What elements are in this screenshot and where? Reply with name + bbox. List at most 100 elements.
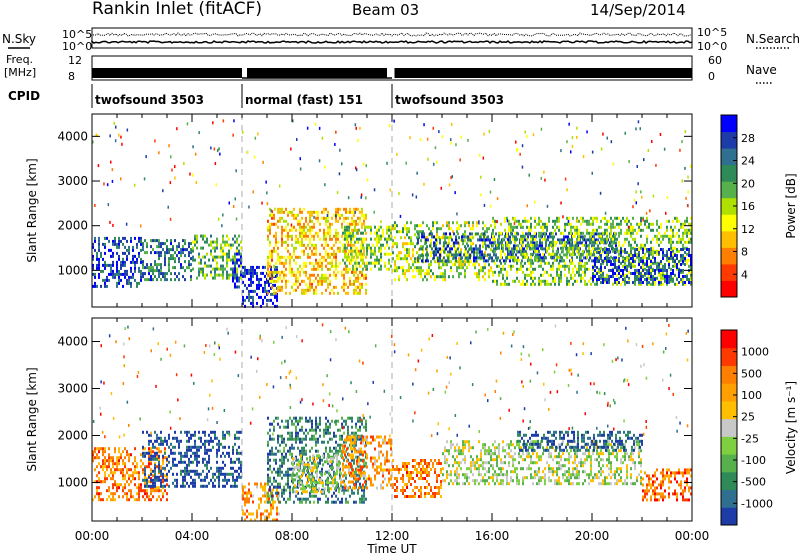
freq-band-1	[247, 68, 387, 78]
ytick-label-4000: 4000	[57, 129, 88, 143]
data-block-2	[192, 234, 242, 280]
colorbar-tick-0: 1000	[741, 346, 769, 359]
xtick-label-4: 16:00	[475, 529, 510, 543]
colorbar-tick-7: -1000	[741, 497, 773, 510]
colorbar-swatch-10	[721, 115, 737, 133]
colorbar-swatch-1	[721, 489, 737, 508]
cpid-segment-1: normal (fast) 151	[245, 93, 363, 107]
time-axis: 00:00 04:00 08:00 12:00 16:00 20:00 00:00 Time …	[75, 529, 710, 554]
nsky-trace	[91, 39, 693, 44]
colorbar-label: Power [dB]	[784, 173, 798, 238]
data-block-6	[342, 225, 392, 271]
data-block-9	[642, 468, 692, 502]
xtick-label-3: 12:00	[375, 529, 410, 543]
velocity-panel: 1000 2000 3000 4000 Slant Range [km] 1000 500 1…	[25, 317, 798, 526]
colorbar-swatch-0	[721, 280, 737, 298]
freq-band-2	[394, 68, 692, 78]
freq-tick-bottom: 8	[68, 70, 75, 83]
colorbar-swatch-9	[721, 131, 737, 149]
nave-tick-bottom: 0	[708, 70, 715, 83]
colorbar-tick-0: 28	[741, 132, 755, 145]
station-title: Rankin Inlet (fitACF)	[92, 0, 263, 19]
colorbar-tick-5: -100	[741, 454, 766, 467]
colorbar-tick-2: 20	[741, 177, 755, 190]
cpid-segment-0: twofsound 3503	[95, 93, 204, 107]
colorbar-swatch-1	[721, 263, 737, 281]
data-block-7	[392, 221, 492, 282]
colorbar-swatch-7	[721, 164, 737, 182]
date-label: 14/Sep/2014	[590, 1, 686, 19]
data-block-1	[142, 430, 242, 488]
colorbar-swatch-10	[721, 330, 737, 349]
ytick-label-1000: 1000	[57, 475, 88, 489]
ytick-label-1000: 1000	[57, 263, 88, 277]
data-block-0	[92, 236, 142, 288]
colorbar-swatch-6	[721, 400, 737, 420]
nave-label: Nave	[746, 63, 777, 77]
colorbar-swatch-5	[721, 418, 737, 437]
data-block-6	[392, 459, 442, 498]
colorbar-tick-3: 16	[741, 200, 755, 213]
colorbar-swatch-3	[721, 454, 737, 473]
xtick-label-5: 20:00	[575, 529, 610, 543]
cpid-segment-2: twofsound 3503	[395, 93, 504, 107]
ytick-label-2000: 2000	[57, 219, 88, 233]
colorbar-swatch-0	[721, 507, 737, 526]
nsky-tick-top: 10^5	[62, 28, 92, 41]
colorbar-tick-5: 8	[741, 246, 748, 259]
xtick-label-6: 00:00	[675, 529, 710, 543]
nsky-tick-bottom: 10^0	[62, 40, 92, 53]
nsearch-label: N.Search	[746, 32, 800, 46]
colorbar-tick-3: 25	[741, 411, 755, 424]
data-block-5	[267, 207, 367, 295]
xtick-label-1: 04:00	[175, 529, 210, 543]
data-block-5	[342, 435, 392, 490]
data-block-4	[292, 454, 342, 494]
xtick-label-0: 00:00	[75, 529, 110, 543]
ytick-label-4000: 4000	[57, 334, 88, 348]
colorbar-swatch-6	[721, 181, 737, 199]
colorbar-frame	[720, 329, 738, 526]
nsearch-trace	[91, 32, 693, 37]
colorbar-swatch-5	[721, 197, 737, 215]
colorbar-tick-2: 100	[741, 389, 762, 402]
colorbar-swatch-4	[721, 436, 737, 455]
summary-panels: N.Sky 10^510^010^510^0N.SearchFreq.[MHz]1…	[2, 26, 800, 108]
freq-unit: [MHz]	[4, 66, 36, 79]
colorbar-tick-1: 24	[741, 155, 755, 168]
freq-label: Freq.	[6, 53, 33, 66]
nsearch-tick-top: 10^5	[697, 26, 727, 39]
nave-tick-top: 60	[708, 54, 722, 67]
colorbar-swatch-3	[721, 230, 737, 248]
colorbar-swatch-2	[721, 471, 737, 491]
colorbar-swatch-8	[721, 365, 737, 384]
colorbar-tick-6: 4	[741, 268, 748, 281]
colorbar-swatch-7	[721, 383, 737, 402]
speckle	[92, 119, 692, 229]
beam-label: Beam 03	[352, 1, 420, 19]
speckle	[92, 323, 689, 439]
colorbar-tick-1: 500	[741, 367, 762, 380]
colorbar-swatch-8	[721, 148, 737, 166]
cpid-label: CPID	[8, 89, 40, 103]
freq-band-0	[92, 68, 242, 78]
data-block-3	[232, 252, 242, 289]
power-panel: 1000 2000 3000 4000 Slant Range [km] 28 24 20 16…	[25, 113, 798, 308]
nsky-panel-frame	[91, 27, 693, 49]
nsearch-tick-bottom: 10^0	[697, 40, 727, 53]
colorbar-tick-6: -500	[741, 476, 766, 489]
colorbar-label: Velocity [m s⁻¹]	[784, 381, 798, 474]
xtick-label-2: 08:00	[275, 529, 310, 543]
data-block-8	[517, 430, 643, 452]
colorbar-swatch-4	[721, 214, 737, 232]
data-block-10	[592, 248, 692, 284]
ylabel: Slant Range [km]	[25, 158, 39, 262]
ytick-label-3000: 3000	[57, 381, 88, 395]
ylabel: Slant Range [km]	[25, 367, 39, 471]
data-block-1	[142, 239, 192, 282]
colorbar-tick-4: -25	[741, 432, 759, 445]
colorbar-swatch-9	[721, 347, 737, 366]
ytick-label-2000: 2000	[57, 428, 88, 442]
colorbar-tick-4: 12	[741, 223, 755, 236]
